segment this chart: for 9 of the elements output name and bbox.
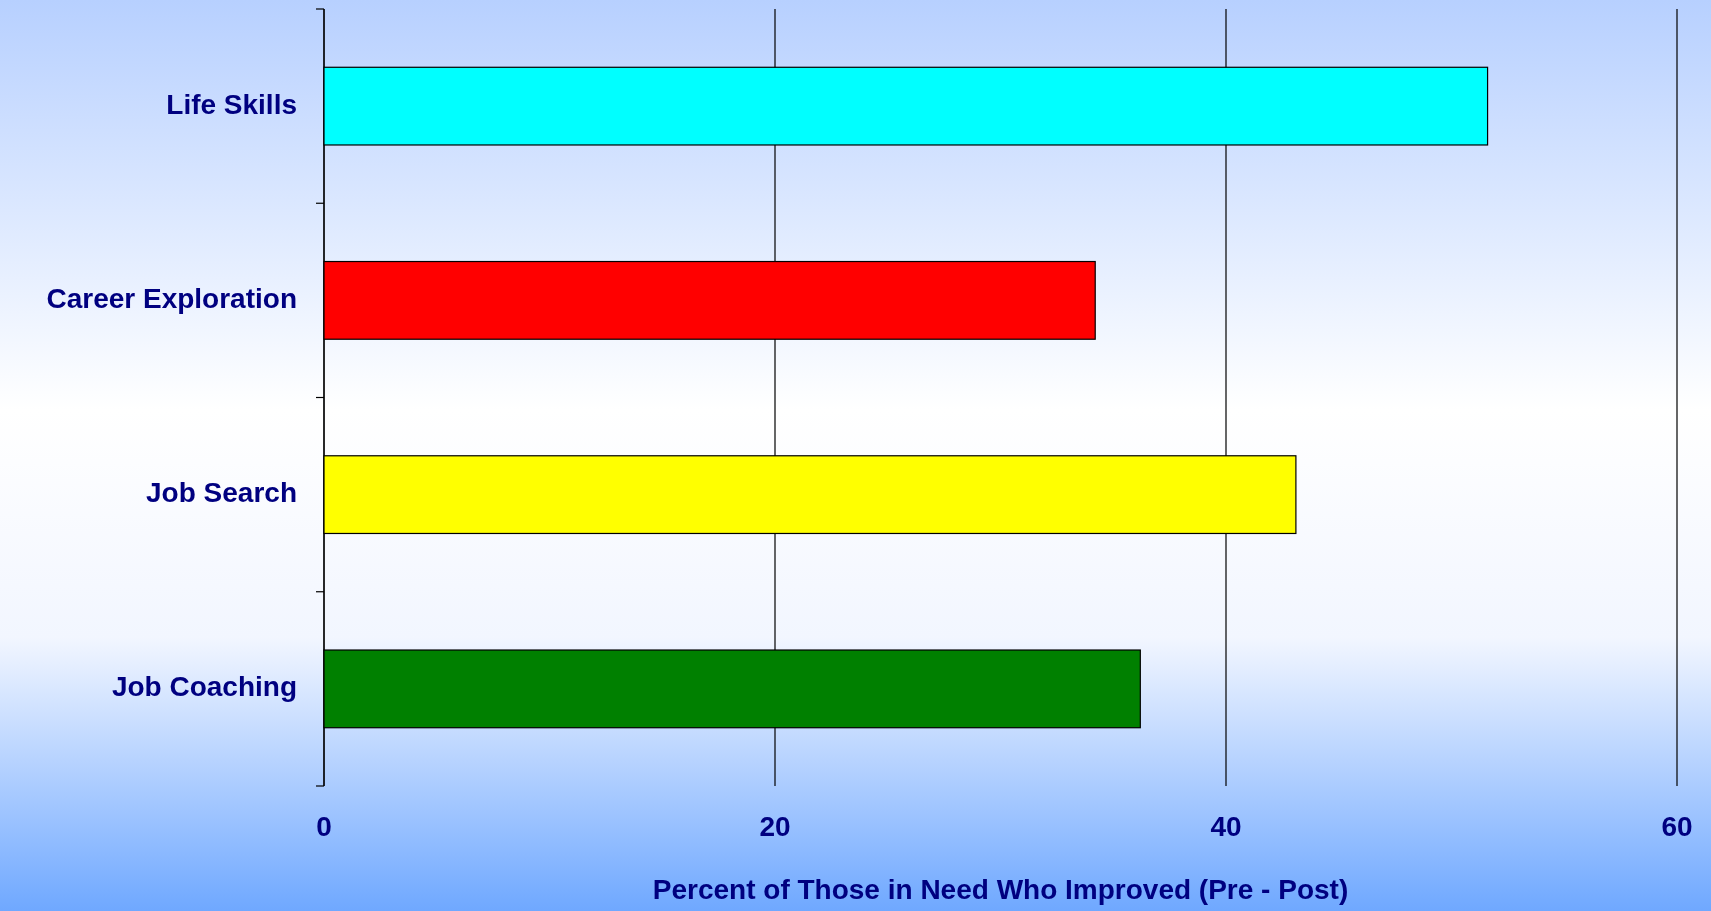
x-tick-label: 40: [1210, 811, 1242, 842]
y-tick-label: Job Coaching: [111, 671, 297, 703]
y-tick-label: Job Search: [146, 477, 297, 509]
y-tick-label: Life Skills: [166, 88, 297, 120]
x-tick-label: 60: [1661, 811, 1693, 842]
x-axis-title: Percent of Those in Need Who Improved (Pre - Post): [652, 874, 1349, 905]
y-tick-label: Career Exploration: [46, 282, 297, 314]
x-tick-label: 0: [316, 811, 332, 842]
x-tick-label: 20: [759, 811, 791, 842]
